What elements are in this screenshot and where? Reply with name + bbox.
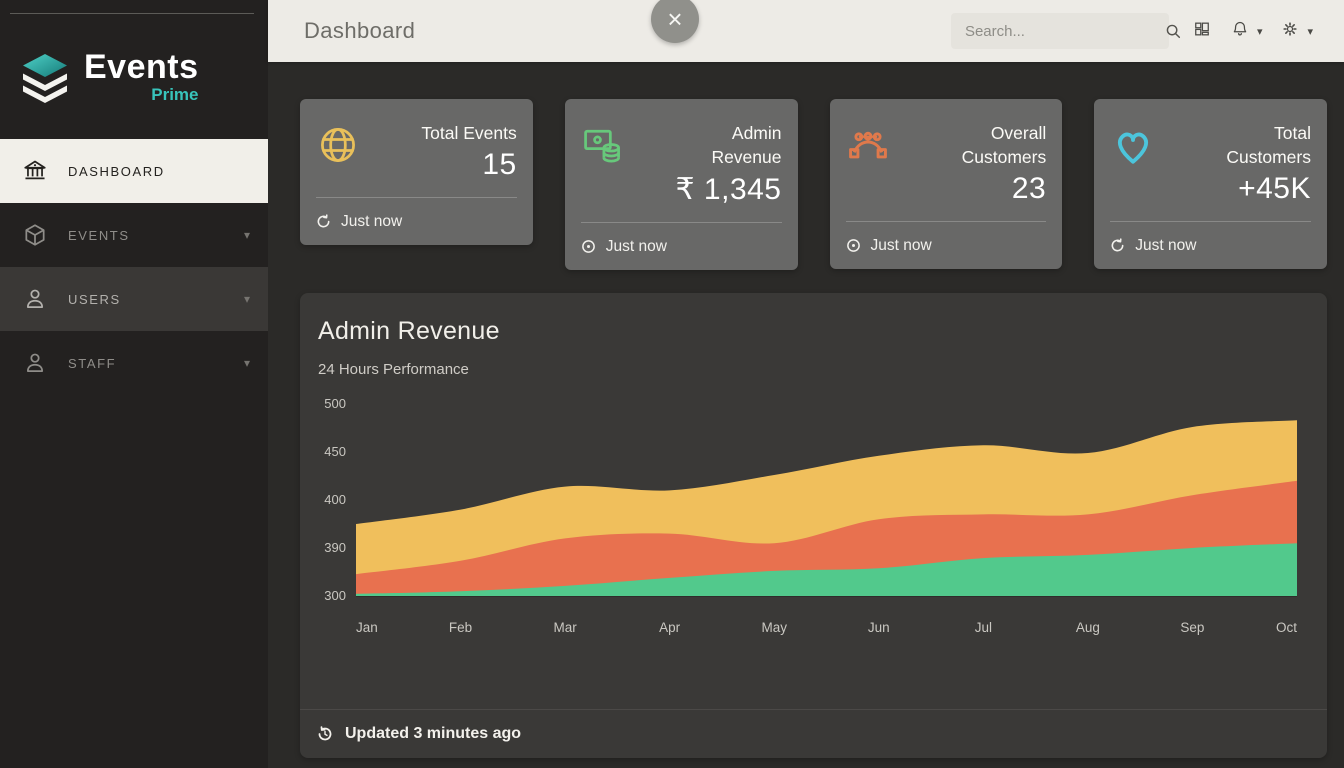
divider [845,221,1047,223]
clock-icon [581,239,596,254]
user-icon [22,350,54,376]
stat-card-admin-revenue[interactable]: Admin Revenue ₹ 1,345 Just now [564,99,798,271]
search-box [950,13,1180,49]
notifications-button[interactable]: ▾ [1221,19,1272,44]
bell-icon [1230,19,1250,44]
topbar-icons: ▾ ▾ [1183,19,1322,44]
x-axis-tick: Mar [553,620,577,635]
logo-subtitle: Prime [151,85,199,104]
sidebar-item-label: DASHBOARD [68,163,165,179]
stat-updated-text: Just now [1135,236,1197,254]
sidebar-item-dashboard[interactable]: DASHBOARD [0,139,268,203]
sidebar-item-events[interactable]: EVENTS ▾ [0,203,268,267]
money-icon [581,121,627,207]
layers-logo-icon [16,52,74,104]
y-axis-tick: 450 [324,444,346,459]
chart-subtitle: 24 Hours Performance [318,361,469,379]
main-area: Dashboard × [268,0,1344,768]
chevron-down-icon: ▾ [1256,25,1263,38]
divider [580,222,782,224]
sidebar-item-label: STAFF [68,355,117,371]
stat-title: Admin Revenue [711,123,782,168]
y-axis-tick: 400 [324,492,346,507]
grid-icon [1192,19,1212,44]
sidebar-item-users[interactable]: USERS ▾ [0,267,268,331]
stat-value: 15 [482,148,517,182]
chevron-down-icon[interactable]: ▾ [243,228,250,242]
stat-value: +45K [1238,172,1311,206]
x-axis-tick: Apr [659,620,681,635]
area-series-bottom [356,543,1297,597]
sidebar-item-staff[interactable]: STAFF ▾ [0,331,268,395]
stat-title: Overall Customers [961,123,1047,168]
stat-updated-text: Just now [870,236,932,254]
globe-icon [316,121,362,182]
x-axis-tick: Sep [1180,620,1204,635]
gear-icon [1280,19,1300,44]
refresh-icon [316,214,331,229]
search-icon[interactable] [1164,22,1182,40]
chevron-down-icon: ▾ [1307,25,1313,38]
stat-card-overall-customers[interactable]: Overall Customers 23 Just now [829,99,1063,270]
stat-value: 23 [1011,172,1047,206]
sidebar-item-label: USERS [68,291,121,307]
x-axis-tick: Jan [356,620,378,635]
clock-icon [846,238,861,253]
stat-title: Total Events [421,123,517,143]
sidebar: Events Prime DASHBOARD [0,0,268,768]
divider [1110,221,1311,223]
stacked-area-chart[interactable]: 500 450 400 390 300 Jan Feb Mar Apr May Jun Jul Aug S… [316,392,1311,637]
bank-icon [22,158,54,184]
y-axis-tick: 390 [324,540,346,555]
user-icon [22,286,54,312]
topbar: Dashboard × [268,0,1344,62]
refresh-icon [1110,238,1125,253]
stat-updated-text: Just now [605,237,667,255]
sidebar-divider [10,13,254,14]
stat-updated-text: Just now [341,212,403,230]
x-axis-tick: Oct [1276,620,1297,635]
sidebar-nav: DASHBOARD EVENTS ▾ [0,139,268,395]
bezier-icon [846,121,892,206]
chart-title: Admin Revenue [318,317,500,346]
x-axis-tick: Feb [449,620,472,635]
dashboard-content: Total Events 15 Just now [268,62,1344,768]
close-button[interactable]: × [651,0,699,43]
chevron-down-icon[interactable]: ▾ [243,356,250,370]
x-axis-tick: Jun [868,620,890,635]
stat-card-total-events[interactable]: Total Events 15 Just now [300,99,533,246]
x-axis-tick: Jul [975,620,992,635]
stat-cards-row: Total Events 15 Just now [300,99,1327,271]
chart-updated-text: Updated 3 minutes ago [345,725,522,743]
stat-value: ₹ 1,345 [675,173,782,207]
apps-grid-button[interactable] [1183,19,1221,44]
page-title: Dashboard [304,18,416,43]
admin-revenue-chart-card: Admin Revenue 24 Hours Performance 500 45… [300,293,1327,759]
y-axis-tick: 300 [324,588,346,603]
sidebar-item-label: EVENTS [68,227,130,243]
logo-text: Events Prime [84,50,199,105]
stat-card-total-customers[interactable]: Total Customers +45K Just now [1094,99,1327,270]
x-axis-tick: May [761,620,787,635]
heart-icon [1110,121,1156,206]
divider [316,197,517,199]
logo-name: Events [84,48,199,86]
chart-footer: Updated 3 minutes ago [300,709,1327,758]
app-logo[interactable]: Events Prime [0,14,268,139]
cube-icon [22,222,54,248]
settings-button[interactable]: ▾ [1271,19,1322,44]
history-icon [317,726,333,742]
x-axis-tick: Aug [1076,620,1100,635]
y-axis-tick: 500 [324,396,346,411]
search-input[interactable] [964,22,1164,40]
close-icon: × [667,4,683,34]
stat-title: Total Customers [1226,123,1311,168]
chevron-down-icon[interactable]: ▾ [243,292,250,306]
